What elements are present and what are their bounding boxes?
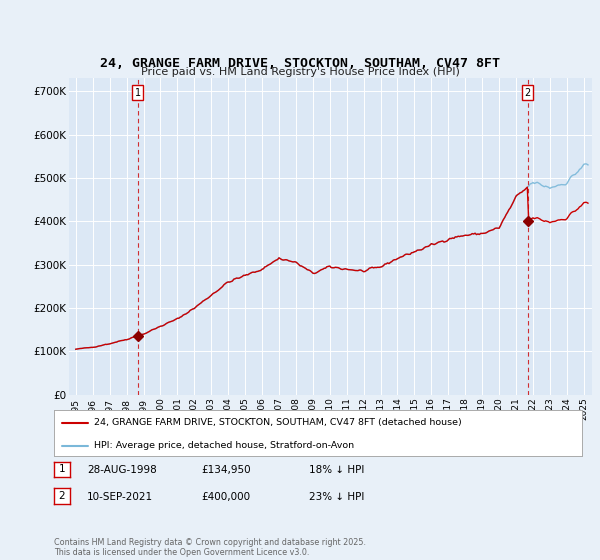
Text: 10-SEP-2021: 10-SEP-2021	[87, 492, 153, 502]
Text: 24, GRANGE FARM DRIVE, STOCKTON, SOUTHAM, CV47 8FT (detached house): 24, GRANGE FARM DRIVE, STOCKTON, SOUTHAM…	[94, 418, 461, 427]
Text: £400,000: £400,000	[201, 492, 250, 502]
Text: 1: 1	[134, 88, 140, 98]
Text: 1: 1	[58, 464, 65, 474]
Text: HPI: Average price, detached house, Stratford-on-Avon: HPI: Average price, detached house, Stra…	[94, 441, 354, 450]
Text: 2: 2	[525, 88, 531, 98]
Text: 2: 2	[58, 491, 65, 501]
Text: 23% ↓ HPI: 23% ↓ HPI	[309, 492, 364, 502]
Text: 28-AUG-1998: 28-AUG-1998	[87, 465, 157, 475]
Text: 18% ↓ HPI: 18% ↓ HPI	[309, 465, 364, 475]
Text: 24, GRANGE FARM DRIVE, STOCKTON, SOUTHAM, CV47 8FT: 24, GRANGE FARM DRIVE, STOCKTON, SOUTHAM…	[100, 57, 500, 70]
Text: £134,950: £134,950	[201, 465, 251, 475]
Text: Contains HM Land Registry data © Crown copyright and database right 2025.
This d: Contains HM Land Registry data © Crown c…	[54, 538, 366, 557]
Text: Price paid vs. HM Land Registry's House Price Index (HPI): Price paid vs. HM Land Registry's House …	[140, 67, 460, 77]
